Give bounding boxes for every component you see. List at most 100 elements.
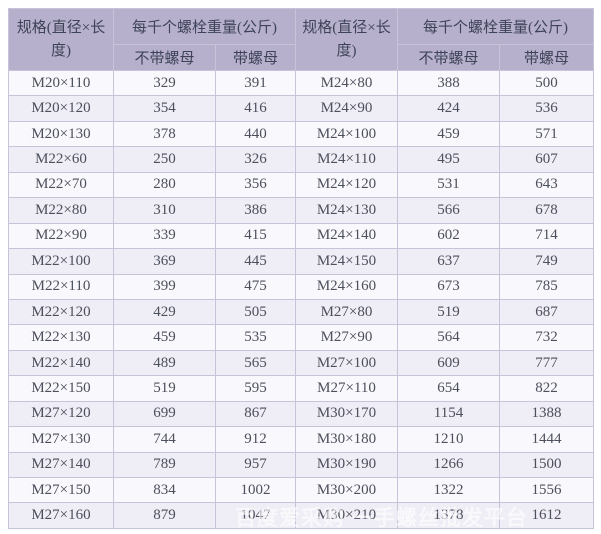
table-row: M22×140 489 565 M27×100 609 777 <box>8 349 594 377</box>
with-nut-cell-left: 391 <box>215 69 296 97</box>
spec-cell-right: M30×180 <box>295 426 398 453</box>
table-row: M27×130 744 912 M30×180 1210 1444 <box>8 426 594 453</box>
without-nut-cell-left: 489 <box>113 349 216 377</box>
weight-group-header-right: 每千个螺栓重量(公斤) <box>397 8 594 45</box>
without-nut-cell-right: 609 <box>397 349 500 377</box>
with-nut-cell-left: 912 <box>215 426 296 453</box>
spec-cell-left: M22×130 <box>8 324 114 351</box>
with-nut-cell-right: 500 <box>499 69 594 97</box>
table-row: M22×150 519 595 M27×110 654 822 <box>8 375 594 402</box>
with-nut-cell-right: 1500 <box>499 451 594 479</box>
spec-cell-right: M24×120 <box>295 171 398 199</box>
spec-column-header-left: 规格(直径×长 度) <box>8 8 114 71</box>
spec-cell-left: M22×140 <box>8 349 114 377</box>
with-nut-cell-right: 777 <box>499 349 594 377</box>
table-body: M20×110 329 391 M24×80 388 500 M20×120 354 416 M2… <box>8 69 594 529</box>
spec-cell-left: M27×140 <box>8 451 114 479</box>
table-row: M27×120 699 867 M30×170 1154 1388 <box>8 400 594 428</box>
with-nut-cell-left: 416 <box>215 95 296 122</box>
without-nut-cell-right: 637 <box>397 248 500 275</box>
with-nut-cell-left: 1047 <box>215 502 296 529</box>
table-row: M22×90 339 415 M24×140 602 714 <box>8 222 594 250</box>
with-nut-cell-left: 356 <box>215 171 296 199</box>
spec-cell-right: M24×110 <box>295 146 398 173</box>
without-nut-cell-left: 789 <box>113 451 216 479</box>
without-nut-cell-right: 566 <box>397 197 500 224</box>
spec-cell-left: M22×110 <box>8 273 114 300</box>
table-row: M22×100 369 445 M24×150 637 749 <box>8 248 594 275</box>
table-row: M22×70 280 356 M24×120 531 643 <box>8 171 594 199</box>
with-nut-cell-right: 678 <box>499 197 594 224</box>
with-nut-cell-left: 445 <box>215 248 296 275</box>
without-nut-cell-left: 339 <box>113 222 216 250</box>
without-nut-cell-left: 699 <box>113 400 216 428</box>
with-nut-cell-left: 505 <box>215 298 296 326</box>
with-nut-cell-right: 785 <box>499 273 594 300</box>
spec-cell-left: M22×60 <box>8 146 114 173</box>
without-nut-cell-left: 310 <box>113 197 216 224</box>
spec-cell-right: M30×190 <box>295 451 398 479</box>
spec-cell-right: M24×130 <box>295 197 398 224</box>
with-nut-cell-right: 607 <box>499 146 594 173</box>
with-nut-cell-right: 1388 <box>499 400 594 428</box>
spec-cell-right: M24×80 <box>295 69 398 97</box>
without-nut-cell-left: 879 <box>113 502 216 529</box>
without-nut-cell-left: 399 <box>113 273 216 300</box>
spec-column-header-right: 规格(直径×长 度) <box>295 8 398 71</box>
with-nut-cell-right: 1444 <box>499 426 594 453</box>
without-nut-cell-right: 1378 <box>397 502 500 529</box>
without-nut-cell-left: 834 <box>113 476 216 504</box>
table-header: 规格(直径×长 度) 每千个螺栓重量(公斤) 规格(直径×长 度) 每千个螺栓重… <box>8 8 594 71</box>
spec-cell-right: M30×170 <box>295 400 398 428</box>
with-nut-cell-right: 571 <box>499 120 594 148</box>
without-nut-cell-left: 459 <box>113 324 216 351</box>
with-nut-cell-left: 326 <box>215 146 296 173</box>
without-nut-cell-left: 429 <box>113 298 216 326</box>
without-nut-header-left: 不带螺母 <box>113 44 216 71</box>
spec-cell-right: M24×90 <box>295 95 398 122</box>
without-nut-cell-right: 1154 <box>397 400 500 428</box>
spec-cell-right: M24×100 <box>295 120 398 148</box>
spec-cell-left: M20×130 <box>8 120 114 148</box>
weight-group-header-left: 每千个螺栓重量(公斤) <box>113 8 296 45</box>
without-nut-header-right: 不带螺母 <box>397 44 500 71</box>
table-row: M27×150 834 1002 M30×200 1322 1556 <box>8 476 594 504</box>
table-row: M22×130 459 535 M27×90 564 732 <box>8 324 594 351</box>
spec-cell-right: M30×210 <box>295 502 398 529</box>
with-nut-cell-right: 749 <box>499 248 594 275</box>
without-nut-cell-right: 459 <box>397 120 500 148</box>
without-nut-cell-right: 602 <box>397 222 500 250</box>
without-nut-cell-right: 495 <box>397 146 500 173</box>
without-nut-cell-right: 654 <box>397 375 500 402</box>
with-nut-cell-left: 1002 <box>215 476 296 504</box>
with-nut-cell-right: 732 <box>499 324 594 351</box>
spec-cell-right: M24×140 <box>295 222 398 250</box>
without-nut-cell-left: 329 <box>113 69 216 97</box>
with-nut-cell-left: 415 <box>215 222 296 250</box>
with-nut-cell-left: 867 <box>215 400 296 428</box>
with-nut-cell-left: 595 <box>215 375 296 402</box>
without-nut-cell-right: 1322 <box>397 476 500 504</box>
without-nut-cell-left: 250 <box>113 146 216 173</box>
table-row: M22×120 429 505 M27×80 519 687 <box>8 298 594 326</box>
spec-cell-left: M22×90 <box>8 222 114 250</box>
spec-cell-right: M27×100 <box>295 349 398 377</box>
spec-cell-left: M22×150 <box>8 375 114 402</box>
spec-cell-right: M27×90 <box>295 324 398 351</box>
without-nut-cell-left: 280 <box>113 171 216 199</box>
without-nut-cell-left: 378 <box>113 120 216 148</box>
with-nut-cell-right: 643 <box>499 171 594 199</box>
without-nut-cell-left: 519 <box>113 375 216 402</box>
spec-cell-left: M20×110 <box>8 69 114 97</box>
with-nut-cell-right: 1612 <box>499 502 594 529</box>
spec-cell-left: M27×130 <box>8 426 114 453</box>
table-row: M22×60 250 326 M24×110 495 607 <box>8 146 594 173</box>
spec-cell-right: M27×80 <box>295 298 398 326</box>
spec-cell-left: M20×120 <box>8 95 114 122</box>
spec-cell-left: M22×70 <box>8 171 114 199</box>
table-row: M20×120 354 416 M24×90 424 536 <box>8 95 594 122</box>
without-nut-cell-right: 519 <box>397 298 500 326</box>
spec-cell-right: M27×110 <box>295 375 398 402</box>
spec-cell-left: M27×150 <box>8 476 114 504</box>
table-row: M22×110 399 475 M24×160 673 785 <box>8 273 594 300</box>
